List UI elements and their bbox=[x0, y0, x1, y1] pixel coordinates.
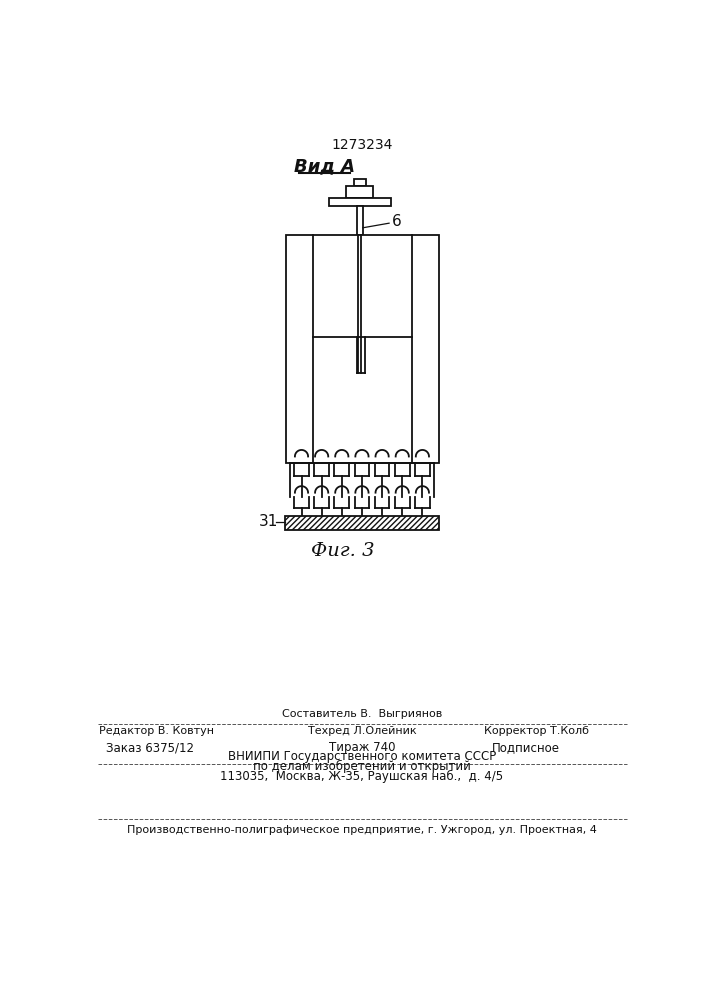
Text: Производственно-полиграфическое предприятие, г. Ужгород, ул. Проектная, 4: Производственно-полиграфическое предприя… bbox=[127, 825, 597, 835]
Text: Техред Л.Олейник: Техред Л.Олейник bbox=[308, 726, 416, 736]
Text: Подписное: Подписное bbox=[492, 741, 560, 754]
Text: Составитель В.  Выгриянов: Составитель В. Выгриянов bbox=[282, 709, 442, 719]
Text: по делам изобретений и открытий: по делам изобретений и открытий bbox=[253, 760, 471, 773]
Text: Вид А: Вид А bbox=[294, 157, 355, 175]
Bar bbox=[285, 516, 438, 530]
Text: 1273234: 1273234 bbox=[332, 138, 392, 152]
Text: 6: 6 bbox=[392, 214, 402, 229]
Text: 113035,  Москва, Ж-35, Раушская наб.,  д. 4/5: 113035, Москва, Ж-35, Раушская наб., д. … bbox=[221, 770, 503, 783]
Text: Тираж 740: Тираж 740 bbox=[329, 741, 395, 754]
Bar bbox=[286, 235, 440, 463]
Text: ВНИИПИ Государственного комитета СССР: ВНИИПИ Государственного комитета СССР bbox=[228, 750, 496, 763]
Text: Редактор В. Ковтун: Редактор В. Ковтун bbox=[99, 726, 214, 736]
Text: 31: 31 bbox=[259, 514, 279, 529]
Bar bbox=[356, 206, 363, 235]
Text: Корректор Т.Колб: Корректор Т.Колб bbox=[484, 726, 589, 736]
Bar bbox=[346, 186, 373, 198]
Text: Заказ 6375/12: Заказ 6375/12 bbox=[106, 741, 194, 754]
Bar bbox=[354, 179, 366, 186]
Bar bbox=[329, 198, 391, 206]
Text: Фиг. 3: Фиг. 3 bbox=[311, 542, 374, 560]
